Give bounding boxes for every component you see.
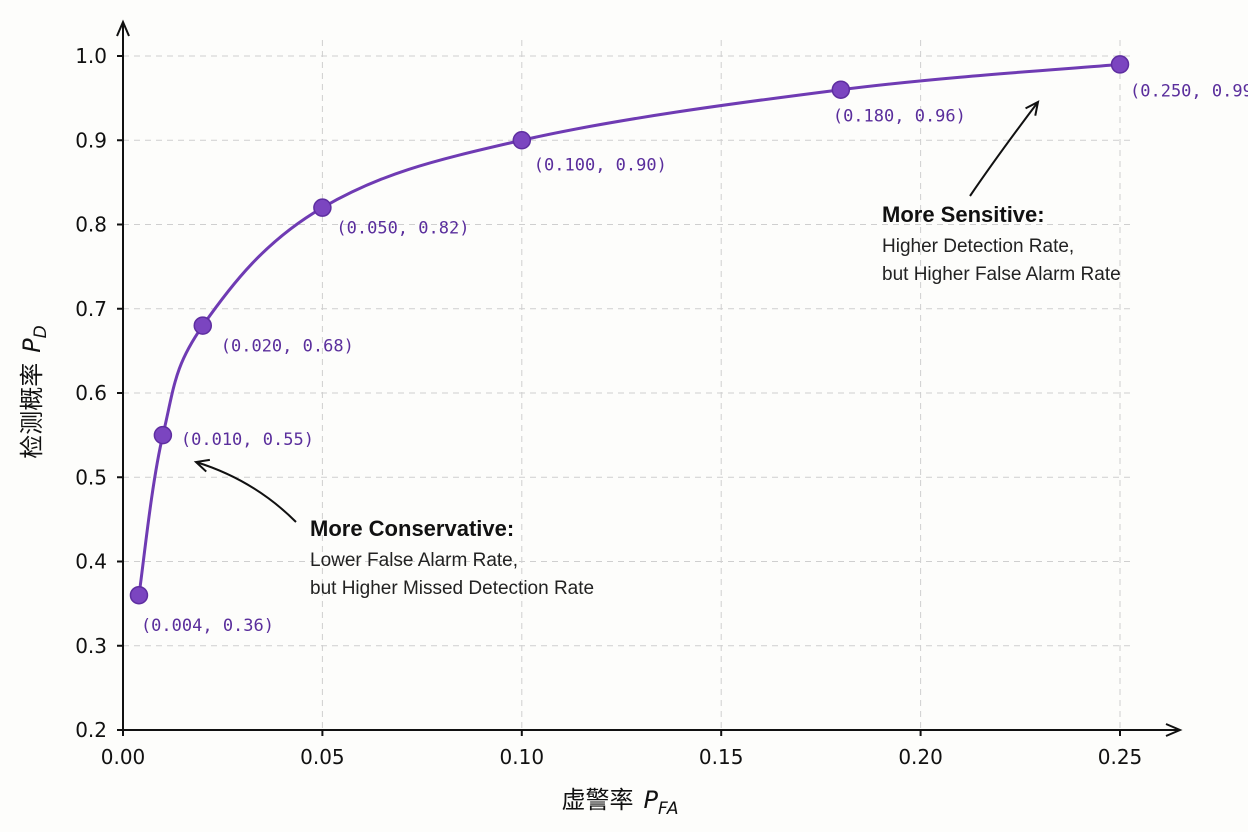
series-roc	[129, 55, 1130, 605]
annotations: More Conservative: Lower False Alarm Rate…	[193, 100, 1121, 599]
y-tick-label: 0.3	[75, 634, 107, 658]
annotation-line: Higher Detection Rate,	[882, 236, 1074, 257]
data-label: (0.180, 0.96)	[833, 107, 966, 127]
data-label: (0.010, 0.55)	[181, 430, 314, 450]
y-axis-label: 检测概率 PD	[18, 325, 51, 459]
y-tick-label: 0.7	[75, 297, 107, 321]
grid-lines	[123, 40, 1135, 730]
roc-curve-line	[137, 62, 1121, 596]
x-axis-arrowhead	[1165, 723, 1183, 737]
x-axis-label-sub: FA	[658, 799, 678, 819]
y-axis-label-text: 检测概率	[18, 363, 46, 459]
annotation-line: but Higher False Alarm Rate	[882, 264, 1121, 285]
annotation-0: More Conservative: Lower False Alarm Rate…	[193, 458, 594, 599]
x-tick-label: 0.05	[300, 745, 345, 769]
annotation-arrowhead	[193, 458, 210, 473]
x-tick-label: 0.20	[898, 745, 943, 769]
annotation-title: More Sensitive:	[882, 202, 1045, 227]
annotation-arrowhead	[1025, 100, 1040, 116]
y-axis-label-symbol: P	[18, 338, 46, 353]
y-tick-label: 0.8	[75, 213, 107, 237]
y-axis-arrowhead	[116, 19, 130, 37]
annotation-arrow	[195, 461, 297, 523]
data-point	[129, 585, 149, 605]
data-point	[512, 131, 532, 150]
data-label: (0.100, 0.90)	[534, 155, 667, 175]
data-point	[831, 80, 851, 99]
tick-labels: 0.2 0.3 0.4 0.5 0.6 0.7 0.8 0.9 1.0 0.00 0.05 0.10 0…	[75, 44, 1142, 769]
annotation-line: Lower False Alarm Rate,	[310, 550, 518, 571]
data-point	[153, 425, 173, 445]
data-point	[313, 198, 332, 217]
x-tick-label: 0.10	[500, 745, 545, 769]
data-label: (0.050, 0.82)	[336, 219, 469, 239]
data-labels: (0.004, 0.36) (0.010, 0.55) (0.020, 0.68) (…	[141, 81, 1248, 636]
x-tick-label: 0.00	[101, 745, 146, 769]
x-axis-label-text: 虚警率	[562, 786, 634, 814]
y-tick-label: 0.9	[75, 128, 107, 152]
x-axis-label: 虚警率 PFA	[562, 786, 679, 819]
data-label: (0.020, 0.68)	[221, 337, 354, 357]
y-tick-label: 0.5	[75, 465, 107, 489]
data-label: (0.250, 0.99)	[1130, 81, 1248, 101]
annotation-1: More Sensitive: Higher Detection Rate, but…	[882, 100, 1121, 285]
y-axis-label-sub: D	[31, 325, 51, 338]
annotation-arrow	[969, 101, 1039, 197]
y-tick-label: 1.0	[75, 44, 107, 68]
data-point	[1110, 55, 1130, 74]
axes	[116, 19, 1183, 737]
data-point	[193, 316, 213, 335]
y-tick-label: 0.2	[75, 718, 107, 742]
y-tick-label: 0.6	[75, 381, 107, 405]
annotation-line: but Higher Missed Detection Rate	[310, 578, 594, 599]
x-axis-label-symbol: P	[644, 786, 659, 814]
annotation-title: More Conservative:	[310, 516, 514, 541]
x-tick-label: 0.25	[1098, 745, 1143, 769]
x-tick-label: 0.15	[699, 745, 744, 769]
y-tick-label: 0.4	[75, 550, 107, 574]
data-label: (0.004, 0.36)	[141, 616, 274, 636]
